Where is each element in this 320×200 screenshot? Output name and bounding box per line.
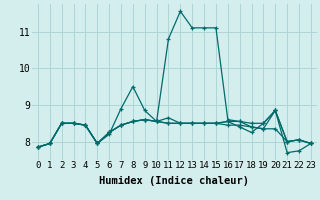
X-axis label: Humidex (Indice chaleur): Humidex (Indice chaleur) — [100, 176, 249, 186]
